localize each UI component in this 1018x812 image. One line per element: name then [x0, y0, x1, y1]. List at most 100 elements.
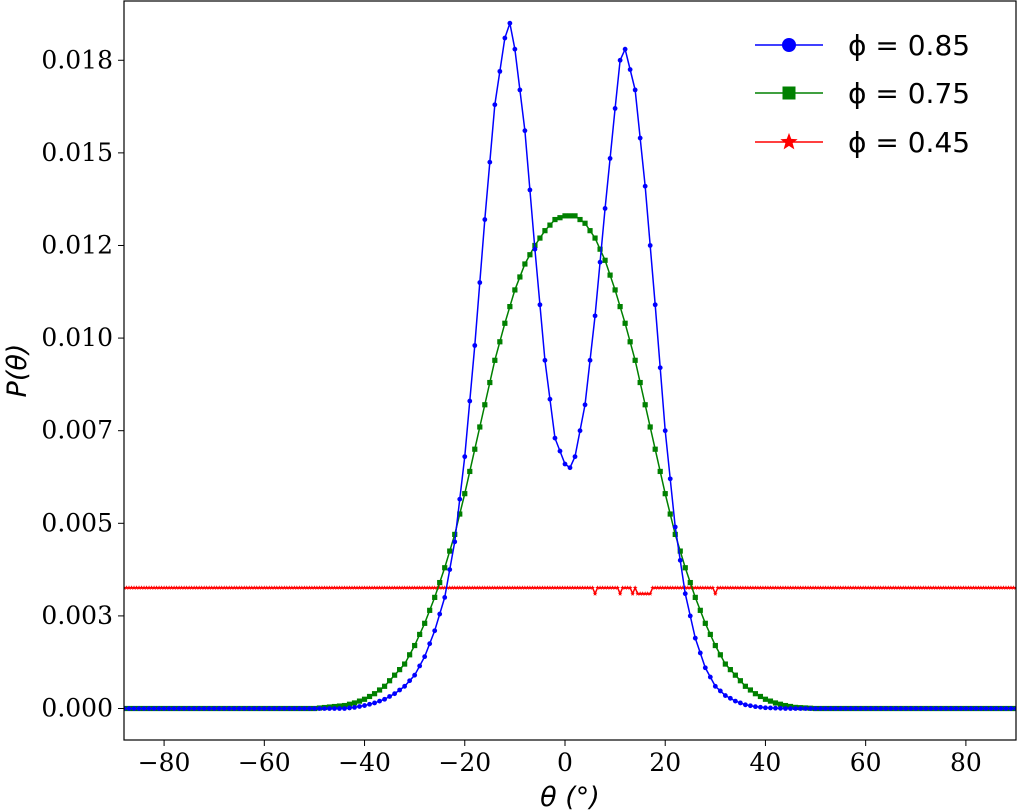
data-point [417, 663, 423, 669]
x-tick-label: −80 [138, 748, 191, 777]
data-point [189, 585, 195, 590]
legend-marker [780, 132, 798, 150]
data-point [742, 683, 748, 689]
data-point [179, 585, 185, 590]
data-point [800, 585, 806, 590]
data-point [587, 585, 593, 590]
data-point [803, 585, 808, 590]
data-point [617, 591, 623, 596]
data-point [329, 585, 335, 590]
data-point [808, 706, 813, 711]
data-point [532, 585, 538, 590]
data-point [597, 585, 603, 590]
data-point [342, 585, 347, 590]
data-point [454, 585, 460, 590]
data-point [520, 585, 525, 590]
data-point [274, 585, 280, 590]
data-point [151, 706, 157, 711]
data-point [893, 585, 899, 590]
series-line [124, 215, 1016, 710]
data-point [507, 20, 513, 26]
data-point [748, 703, 753, 709]
data-point [462, 585, 468, 590]
data-point [712, 642, 718, 649]
data-point [572, 213, 578, 219]
data-point [457, 496, 463, 502]
data-point [685, 585, 691, 590]
data-point [484, 585, 490, 590]
data-point [347, 585, 352, 590]
data-point [151, 585, 157, 590]
data-point [296, 706, 302, 711]
data-point [778, 585, 783, 590]
data-point [351, 700, 358, 706]
data-point [359, 585, 365, 590]
data-point [507, 304, 513, 310]
data-point [675, 585, 681, 590]
data-point [339, 585, 345, 590]
data-point [560, 585, 565, 590]
data-point [236, 706, 242, 711]
data-point [176, 585, 182, 590]
data-point [753, 585, 758, 590]
data-point [251, 706, 257, 711]
data-point [635, 591, 641, 596]
data-point [537, 302, 543, 308]
data-point [998, 585, 1004, 590]
data-point [795, 585, 801, 590]
data-point [276, 706, 282, 711]
data-point [377, 698, 382, 704]
data-point [700, 585, 706, 590]
data-point [667, 511, 673, 517]
data-point [747, 687, 754, 693]
data-point [695, 585, 701, 590]
data-point [843, 585, 849, 590]
data-point [963, 585, 969, 590]
y-tick-label: 0.010 [41, 323, 113, 352]
data-point [612, 287, 618, 293]
data-point [627, 339, 633, 345]
data-point [181, 585, 187, 590]
data-point [527, 252, 533, 258]
data-point [928, 706, 934, 711]
data-point [692, 635, 698, 641]
data-point [622, 585, 628, 590]
data-point [760, 585, 766, 590]
data-point [968, 585, 974, 590]
data-point [682, 565, 688, 571]
data-point [517, 274, 523, 280]
data-point [497, 68, 503, 74]
data-point [259, 585, 265, 590]
data-point [356, 698, 363, 704]
data-point [943, 585, 949, 590]
data-point [314, 585, 320, 590]
data-point [770, 585, 776, 590]
data-point [261, 585, 267, 590]
data-point [241, 585, 247, 590]
data-point [286, 585, 292, 590]
data-point [883, 585, 889, 590]
data-point [778, 705, 783, 711]
data-point [502, 585, 508, 590]
legend-entry: ϕ = 0.85 [755, 29, 970, 62]
data-point [768, 585, 773, 590]
y-tick-label: 0.012 [41, 230, 113, 259]
data-point [833, 585, 838, 590]
data-point [527, 585, 533, 590]
data-point [657, 468, 663, 475]
data-point [908, 585, 914, 590]
legend-entry: ϕ = 0.75 [755, 77, 970, 110]
data-point [858, 585, 864, 590]
data-point [672, 585, 678, 590]
data-point [948, 585, 954, 590]
data-point [755, 585, 761, 590]
data-point [161, 585, 167, 590]
data-point [647, 591, 653, 596]
data-point [697, 607, 703, 613]
data-point [597, 246, 603, 252]
data-point [702, 665, 708, 671]
data-point [647, 424, 653, 430]
data-point [557, 215, 563, 221]
data-point [858, 706, 864, 711]
data-point [229, 585, 235, 590]
